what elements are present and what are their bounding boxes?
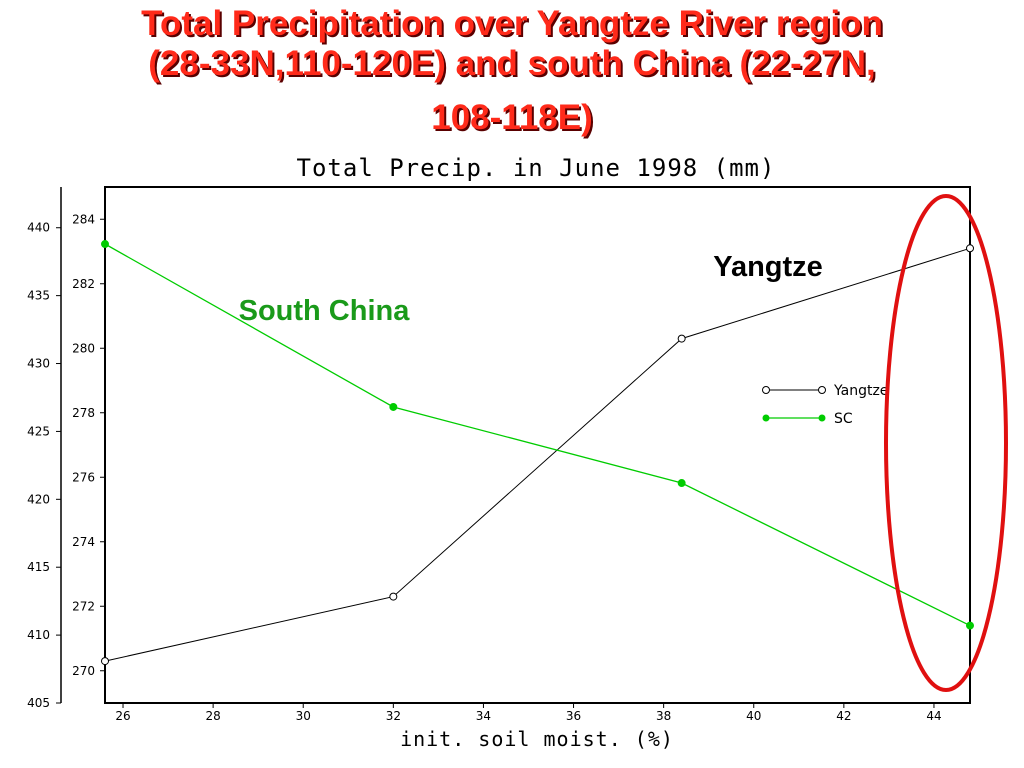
x-tick-label: 40	[746, 709, 761, 723]
right-scale-tick-label: 278	[72, 406, 95, 420]
data-point-sc	[677, 479, 686, 488]
x-tick-label: 44	[926, 709, 941, 723]
legend-marker-yangtze	[818, 386, 826, 394]
data-point-yangtze	[101, 657, 109, 666]
x-tick-label: 32	[386, 709, 401, 723]
series-layer	[101, 240, 974, 666]
right-scale-tick-label: 282	[72, 277, 95, 291]
left-tick-label: 420	[27, 492, 50, 506]
right-scale-tick-label: 272	[72, 599, 95, 613]
left-tick-label: 440	[27, 221, 50, 235]
x-tick-label: 30	[296, 709, 311, 723]
left-tick-label: 410	[27, 628, 50, 642]
slide-title-line1: Total Precipitation over Yangtze River r…	[141, 4, 883, 43]
legend-marker-sc	[762, 414, 770, 422]
right-scale-tick-label: 274	[72, 535, 95, 549]
left-tick-label: 435	[27, 289, 50, 303]
data-point-yangtze	[966, 244, 974, 253]
left-tick-label: 430	[27, 357, 50, 371]
chart-title: Total Precip. in June 1998 (mm)	[297, 154, 776, 182]
series-line-sc	[104, 243, 971, 627]
annotation-yangtze: Yangtze	[713, 251, 823, 283]
series-line-yangtze	[104, 247, 971, 662]
x-tick-label: 36	[566, 709, 581, 723]
annotation-south-china: South China	[239, 295, 411, 327]
legend-label-yangtze: Yangtze	[833, 383, 888, 399]
data-point-sc	[966, 621, 974, 630]
slide-title: Total Precipitation over Yangtze River r…	[0, 4, 1024, 138]
legend-marker-yangtze	[762, 386, 770, 394]
right-scale-tick-label: 270	[72, 664, 95, 678]
left-tick-label: 415	[27, 560, 50, 574]
slide-title-line3: 108-118E)	[431, 98, 593, 137]
left-tick-label: 405	[27, 696, 50, 710]
data-point-sc	[389, 402, 398, 411]
legend-label-sc: SC	[834, 411, 853, 427]
slide-title-line2: (28-33N,110-120E) and south China (22-27…	[148, 44, 876, 83]
x-tick-label: 28	[205, 709, 220, 723]
right-scale-tick-label: 276	[72, 470, 95, 484]
plot-frame	[104, 186, 971, 704]
legend-marker-sc	[818, 414, 826, 422]
x-axis-title: init. soil moist. (%)	[400, 727, 674, 751]
x-tick-label: 42	[836, 709, 851, 723]
right-scale-tick-label: 280	[72, 341, 95, 355]
data-point-yangtze	[677, 334, 686, 343]
right-scale-tick-label: 284	[72, 212, 95, 226]
data-point-yangtze	[389, 592, 398, 601]
left-axis-ticks: 405 410 415 420 425 430 435 440	[27, 221, 61, 710]
x-tick-label: 34	[476, 709, 491, 723]
x-tick-label: 38	[656, 709, 671, 723]
left-tick-label: 425	[27, 424, 50, 438]
legend: Yangtze SC	[762, 383, 888, 427]
right-axis-ticks: 270 272 274 276 278 280 282 284	[72, 212, 105, 678]
highlight-ellipse	[884, 194, 1008, 692]
x-tick-label: 26	[115, 709, 130, 723]
data-point-sc	[101, 240, 109, 249]
x-axis-ticks: 26 28 30 32 34 36 38 40 42 44	[115, 703, 942, 723]
